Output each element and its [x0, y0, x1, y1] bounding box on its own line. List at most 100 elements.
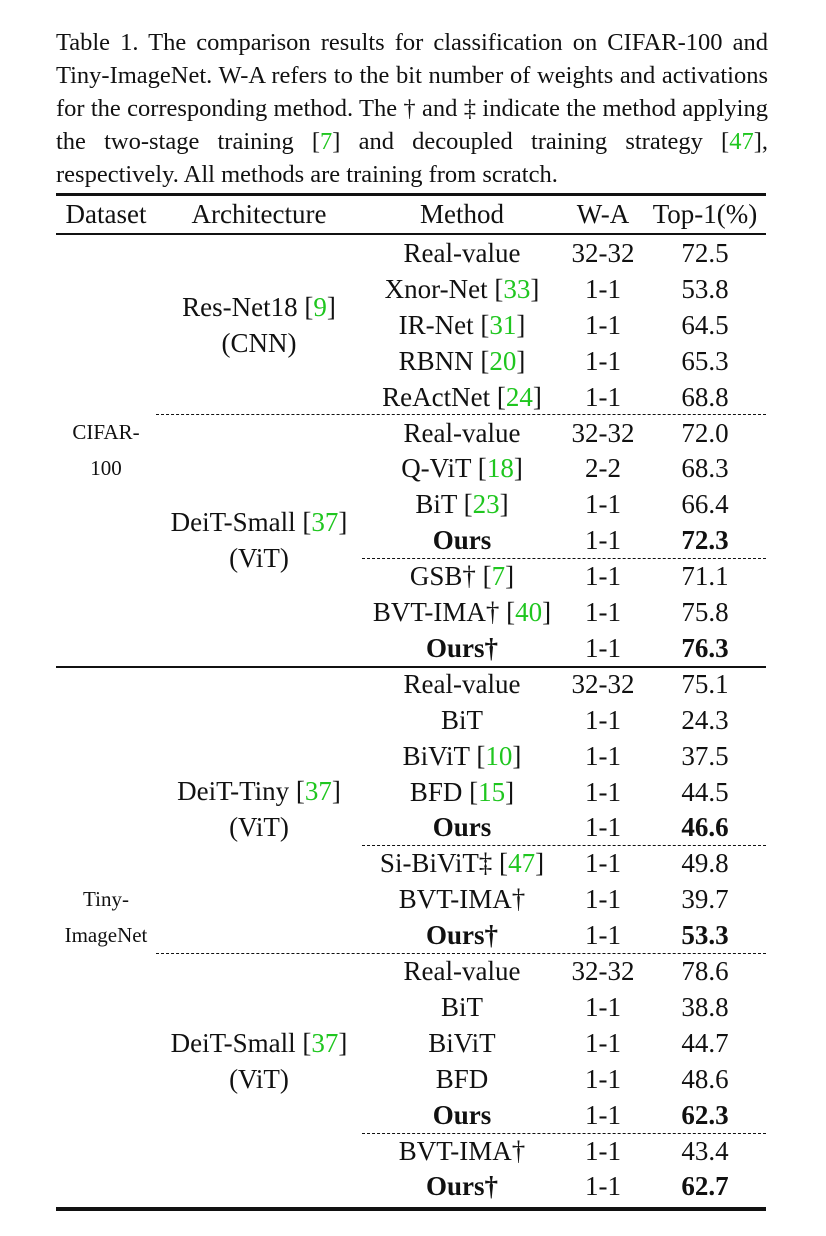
method-cell: Ours†	[362, 630, 562, 666]
wa-cell: 2-2	[585, 453, 621, 484]
text-fragment: (ViT)	[229, 1063, 289, 1094]
method-cell: Ours	[362, 522, 562, 558]
wa-cell: 1-1	[585, 884, 621, 915]
text-fragment: Real-value	[403, 238, 521, 268]
method-cell: BVT-IMA†	[362, 881, 562, 917]
text-fragment: BiT	[440, 991, 483, 1022]
top1-cell: 38.8	[681, 991, 729, 1022]
top1-cell: 62.3	[681, 1099, 729, 1130]
text-fragment: (ViT)	[229, 812, 289, 843]
text-fragment: ]	[499, 489, 509, 520]
header-top1: Top-1(%)	[652, 199, 758, 229]
method-cell: Si-BiViT‡ [47]	[362, 845, 562, 881]
text-fragment: Si-BiViT‡ [	[379, 848, 509, 879]
text-fragment: ], respectively. All methods are trainin…	[56, 128, 768, 188]
citation-link[interactable]: 7	[320, 128, 333, 155]
architecture-label: DeiT-Tiny [37]	[154, 773, 364, 809]
top1-cell: 48.6	[681, 1063, 729, 1094]
method-cell: Ours†	[362, 917, 562, 953]
method-cell: Real-value	[362, 666, 562, 702]
dash-rule	[156, 414, 766, 415]
dash-rule	[156, 953, 766, 954]
architecture-label: (ViT)	[154, 809, 364, 845]
citation-link[interactable]: 40	[515, 597, 543, 627]
text-fragment: ]	[505, 561, 515, 592]
top1-cell: 37.5	[681, 740, 729, 771]
dash-rule	[362, 558, 766, 559]
text-fragment: BFD	[435, 1063, 489, 1094]
wa-cell: 1-1	[585, 273, 621, 304]
citation-link[interactable]: 7	[491, 561, 506, 592]
dash-rule	[362, 1133, 766, 1134]
text-fragment: ]	[530, 273, 540, 304]
method-cell: Real-value	[362, 953, 562, 989]
citation-link[interactable]: 20	[489, 345, 517, 376]
section-rule	[56, 666, 766, 668]
wa-cell: 1-1	[585, 309, 621, 340]
citation-link[interactable]: 33	[503, 273, 531, 304]
text-fragment: ReActNet [	[382, 381, 506, 412]
text-fragment: Ours†	[425, 920, 498, 951]
text-fragment: BiT	[440, 704, 483, 735]
method-cell: BVT-IMA† [40]	[362, 594, 562, 630]
top1-cell: 24.3	[681, 704, 729, 735]
text-fragment: BVT-IMA†	[398, 884, 526, 915]
architecture-label: (ViT)	[154, 1061, 364, 1097]
citation-link[interactable]: 37	[311, 1027, 339, 1058]
method-cell: BVT-IMA†	[362, 1133, 562, 1169]
header-method: Method	[420, 199, 504, 229]
top-rule	[56, 193, 766, 196]
citation-link[interactable]: 47	[508, 848, 536, 879]
top1-cell: 39.7	[681, 884, 729, 915]
citation-link[interactable]: 15	[478, 776, 506, 807]
top1-cell: 75.1	[681, 668, 729, 699]
wa-cell: 1-1	[585, 740, 621, 771]
wa-cell: 1-1	[585, 920, 621, 951]
text-fragment: ]	[338, 507, 348, 538]
wa-cell: 1-1	[585, 561, 621, 592]
architecture-label: DeiT-Small [37]	[154, 1025, 364, 1061]
architecture-label: DeiT-Small [37]	[154, 504, 364, 540]
top1-cell: 65.3	[681, 345, 729, 376]
citation-link[interactable]: 31	[489, 309, 517, 340]
citation-link[interactable]: 47	[729, 128, 754, 155]
wa-cell: 1-1	[585, 1135, 621, 1166]
wa-cell: 1-1	[585, 345, 621, 376]
header-rule	[56, 233, 766, 235]
method-cell: IR-Net [31]	[362, 307, 562, 343]
text-fragment: Table 1. The comparison results for clas…	[56, 29, 768, 155]
citation-link[interactable]: 18	[486, 453, 514, 484]
header-wa: W-A	[576, 199, 630, 229]
wa-cell: 1-1	[585, 381, 621, 412]
method-cell: GSB† [7]	[362, 558, 562, 594]
wa-cell: 1-1	[585, 991, 621, 1022]
wa-cell: 32-32	[571, 417, 635, 448]
method-cell: Ours	[362, 809, 562, 845]
bottom-rule	[56, 1207, 766, 1211]
text-fragment: BVT-IMA† [	[372, 597, 516, 627]
text-fragment: BiViT	[428, 1027, 496, 1058]
citation-link[interactable]: 10	[485, 740, 513, 771]
top1-cell: 53.8	[681, 273, 729, 304]
wa-cell: 1-1	[585, 812, 621, 843]
citation-link[interactable]: 24	[505, 381, 533, 412]
text-fragment: DeiT-Tiny [	[177, 776, 305, 807]
top1-cell: 75.8	[681, 597, 729, 627]
wa-cell: 32-32	[571, 956, 635, 986]
top1-cell: 68.8	[681, 381, 729, 412]
top1-cell: 66.4	[681, 489, 729, 520]
wa-cell: 1-1	[585, 597, 621, 627]
method-cell: Ours	[362, 1097, 562, 1133]
citation-link[interactable]: 37	[311, 507, 339, 538]
top1-cell: 71.1	[681, 561, 729, 592]
top1-cell: 72.5	[681, 238, 729, 268]
citation-link[interactable]: 37	[304, 776, 332, 807]
text-fragment: ]	[505, 776, 515, 807]
method-cell: Xnor-Net [33]	[362, 271, 562, 307]
citation-link[interactable]: 9	[313, 291, 327, 322]
text-fragment: Ours	[432, 525, 492, 556]
wa-cell: 1-1	[585, 704, 621, 735]
method-cell: ReActNet [24]	[362, 379, 562, 415]
text-fragment: GSB† [	[409, 561, 492, 592]
citation-link[interactable]: 23	[472, 489, 500, 520]
